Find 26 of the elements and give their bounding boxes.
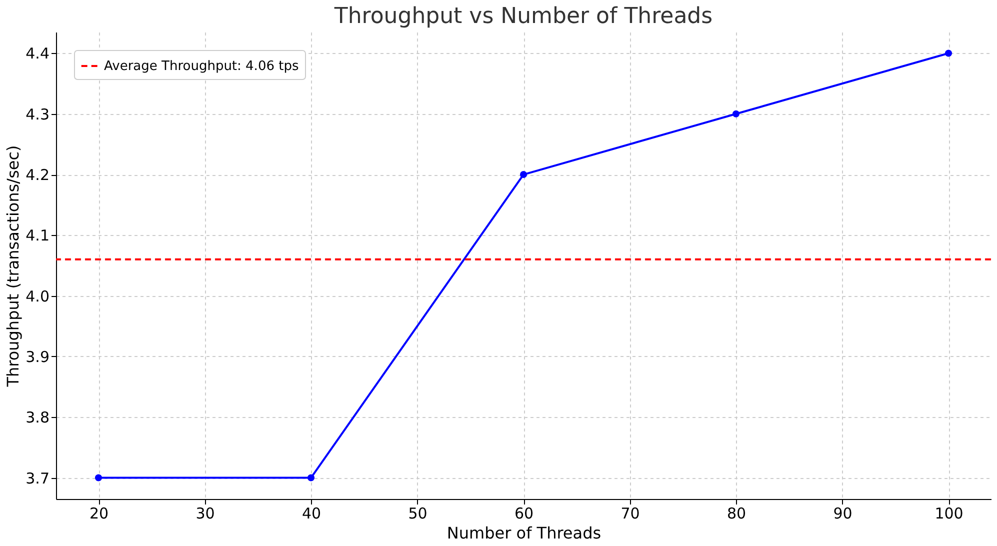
x-tick-label: 90 [833,504,852,522]
x-tick-label: 30 [196,504,215,522]
x-tick-label: 60 [514,504,534,522]
y-tick-label: 4.3 [26,105,50,124]
x-tick-label: 40 [302,504,322,522]
y-tick-label: 3.8 [26,408,50,427]
x-tick-label: 100 [934,504,964,522]
point [520,170,528,178]
y-tick-label: 4.2 [26,166,50,184]
y-axis-title: Throughput (transactions/sec) [4,145,23,388]
x-axis-title: Number of Threads [446,524,602,542]
chart-title: Throughput vs Number of Threads [333,4,713,29]
y-tick-label: 4.1 [26,226,50,245]
x-tick-label: 20 [89,504,109,522]
y-tick-label: 3.9 [26,348,50,366]
x-tick-label: 70 [620,504,640,522]
point [732,110,740,118]
x-tick-label: 80 [726,504,746,522]
point [94,474,102,482]
point [944,50,952,57]
legend-label: Average Throughput: 4.06 tps [104,59,299,74]
y-tick-label: 3.7 [26,469,50,488]
y-tick-label: 4.4 [26,44,50,63]
y-tick-label: 4.0 [26,287,50,306]
x-tick-label: 50 [408,504,428,522]
point [307,474,315,482]
